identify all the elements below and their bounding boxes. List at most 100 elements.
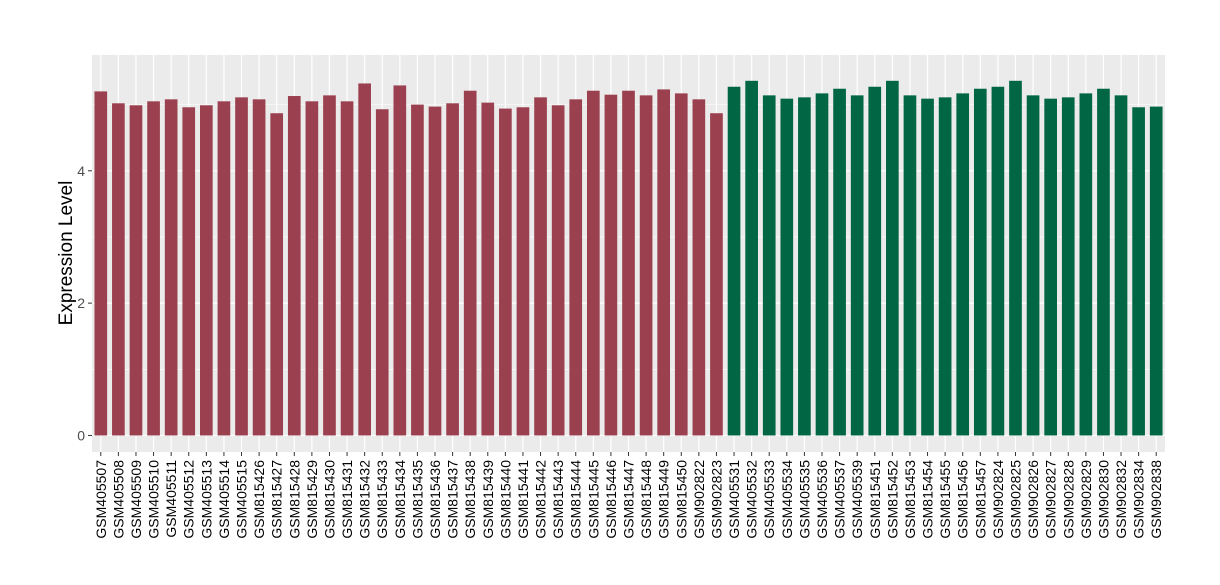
bar-GSM405537 (833, 88, 846, 436)
bar-GSM902829 (1079, 93, 1093, 436)
bar-GSM902824 (991, 86, 1005, 436)
x-tick-label: GSM902825 (1007, 460, 1023, 539)
x-tick-label: GSM405535 (796, 460, 812, 539)
bar-GSM815454 (921, 98, 934, 436)
bar-GSM815446 (604, 94, 618, 436)
x-tick-label: GSM405536 (814, 460, 830, 539)
bar-GSM815427 (270, 113, 284, 436)
x-tick-label: GSM815452 (884, 460, 900, 539)
x-tick-label: GSM815435 (409, 460, 425, 539)
bar-GSM902830 (1097, 88, 1110, 436)
bar-GSM405535 (798, 97, 811, 436)
x-tick-label: GSM815434 (392, 460, 408, 539)
x-tick-label: GSM815454 (920, 460, 936, 539)
x-tick-label: GSM815437 (445, 460, 461, 539)
x-tick-label: GSM405507 (93, 460, 109, 539)
bar-GSM405513 (200, 105, 213, 436)
x-tick-label: GSM405508 (110, 460, 126, 539)
x-tick-label: GSM902823 (708, 460, 724, 539)
bar-GSM902828 (1061, 97, 1075, 436)
bar-GSM815447 (622, 90, 635, 436)
x-tick-label: GSM405509 (128, 460, 144, 539)
bar-GSM405508 (112, 103, 125, 436)
x-tick-label: GSM405537 (832, 460, 848, 539)
bar-GSM902838 (1149, 106, 1163, 436)
bar-GSM815443 (551, 105, 565, 436)
y-tick-label: 2 (77, 295, 85, 311)
y-tick-label: 0 (77, 427, 85, 443)
x-tick-label: GSM405510 (146, 460, 162, 539)
bar-GSM815452 (886, 80, 899, 436)
x-tick-label: GSM815439 (480, 460, 496, 539)
bar-GSM815433 (375, 109, 389, 436)
y-axis-title: Expression Level (56, 181, 77, 326)
bar-GSM405510 (147, 101, 160, 436)
bar-GSM815456 (956, 93, 970, 436)
x-tick-label: GSM815426 (251, 460, 267, 539)
x-tick-label: GSM815446 (603, 460, 619, 539)
bar-GSM815437 (446, 103, 459, 436)
x-tick-label: GSM815433 (374, 460, 390, 539)
bar-GSM815445 (586, 90, 600, 436)
x-tick-label: GSM902832 (1113, 460, 1129, 539)
bar-GSM405534 (780, 98, 794, 436)
x-tick-label: GSM405539 (849, 460, 865, 539)
x-tick-label: GSM902822 (691, 460, 707, 539)
x-tick-label: GSM815457 (972, 460, 988, 539)
bar-GSM902823 (710, 113, 723, 436)
x-tick-label: GSM815438 (462, 460, 478, 539)
x-tick-label: GSM815445 (585, 460, 601, 539)
bar-GSM902832 (1114, 95, 1128, 436)
bar-GSM902822 (692, 99, 706, 436)
x-tick-label: GSM815442 (533, 460, 549, 539)
x-tick-label: GSM815443 (550, 460, 566, 539)
x-tick-label: GSM815428 (286, 460, 302, 539)
bar-GSM815444 (569, 99, 583, 436)
bar-GSM815438 (463, 90, 477, 436)
bar-GSM815441 (516, 107, 530, 436)
x-tick-label: GSM902827 (1043, 460, 1059, 539)
bar-GSM405532 (745, 80, 758, 436)
x-tick-label: GSM815455 (937, 460, 953, 539)
x-tick-label: GSM405511 (163, 460, 179, 538)
bar-GSM815439 (481, 102, 495, 436)
x-tick-label: GSM815453 (902, 460, 918, 539)
bar-GSM405509 (129, 105, 143, 436)
bar-GSM815430 (323, 95, 336, 436)
x-tick-label: GSM815456 (955, 460, 971, 539)
x-tick-label: GSM902824 (990, 460, 1006, 539)
x-tick-label: GSM902828 (1060, 460, 1076, 539)
x-tick-label: GSM902838 (1148, 460, 1164, 539)
bar-GSM815428 (287, 96, 301, 436)
x-tick-label: GSM815436 (427, 460, 443, 539)
x-tick-label: GSM815431 (339, 460, 355, 539)
bar-GSM902826 (1026, 95, 1040, 436)
bar-GSM902834 (1132, 107, 1145, 436)
bar-GSM405512 (182, 107, 196, 436)
bar-GSM405533 (762, 95, 776, 436)
x-tick-label: GSM815444 (568, 460, 584, 539)
bar-GSM815436 (428, 106, 442, 436)
x-tick-label: GSM405533 (761, 460, 777, 539)
bar-GSM815450 (674, 93, 688, 436)
bar-GSM815426 (252, 99, 266, 436)
bar-GSM815435 (411, 104, 424, 436)
bar-GSM405507 (94, 91, 108, 436)
y-tick-label: 4 (77, 163, 85, 179)
x-tick-label: GSM902830 (1095, 460, 1111, 539)
bar-GSM405514 (217, 101, 231, 436)
bar-GSM815434 (393, 85, 407, 436)
bar-GSM405515 (235, 97, 248, 436)
bar-GSM902825 (1009, 80, 1022, 436)
bar-GSM815432 (358, 83, 371, 436)
x-tick-label: GSM815448 (638, 460, 654, 539)
x-tick-label: GSM405512 (181, 460, 197, 539)
x-tick-label: GSM405531 (726, 460, 742, 539)
bar-GSM815449 (657, 89, 671, 436)
bar-GSM815455 (938, 97, 952, 436)
bar-GSM815440 (499, 108, 512, 436)
bar-GSM815448 (639, 95, 653, 436)
x-tick-label: GSM405514 (216, 460, 232, 539)
x-tick-label: GSM405515 (234, 460, 250, 539)
bar-GSM405536 (815, 93, 829, 436)
